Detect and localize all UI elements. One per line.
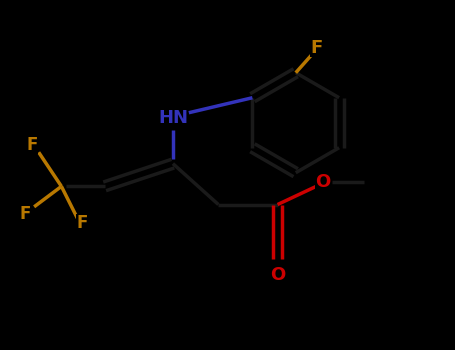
- Text: HN: HN: [158, 109, 188, 127]
- Text: F: F: [19, 205, 31, 223]
- Text: F: F: [76, 214, 87, 232]
- Text: F: F: [310, 39, 322, 57]
- Text: F: F: [26, 136, 37, 154]
- Text: O: O: [270, 266, 285, 284]
- Text: O: O: [315, 173, 331, 191]
